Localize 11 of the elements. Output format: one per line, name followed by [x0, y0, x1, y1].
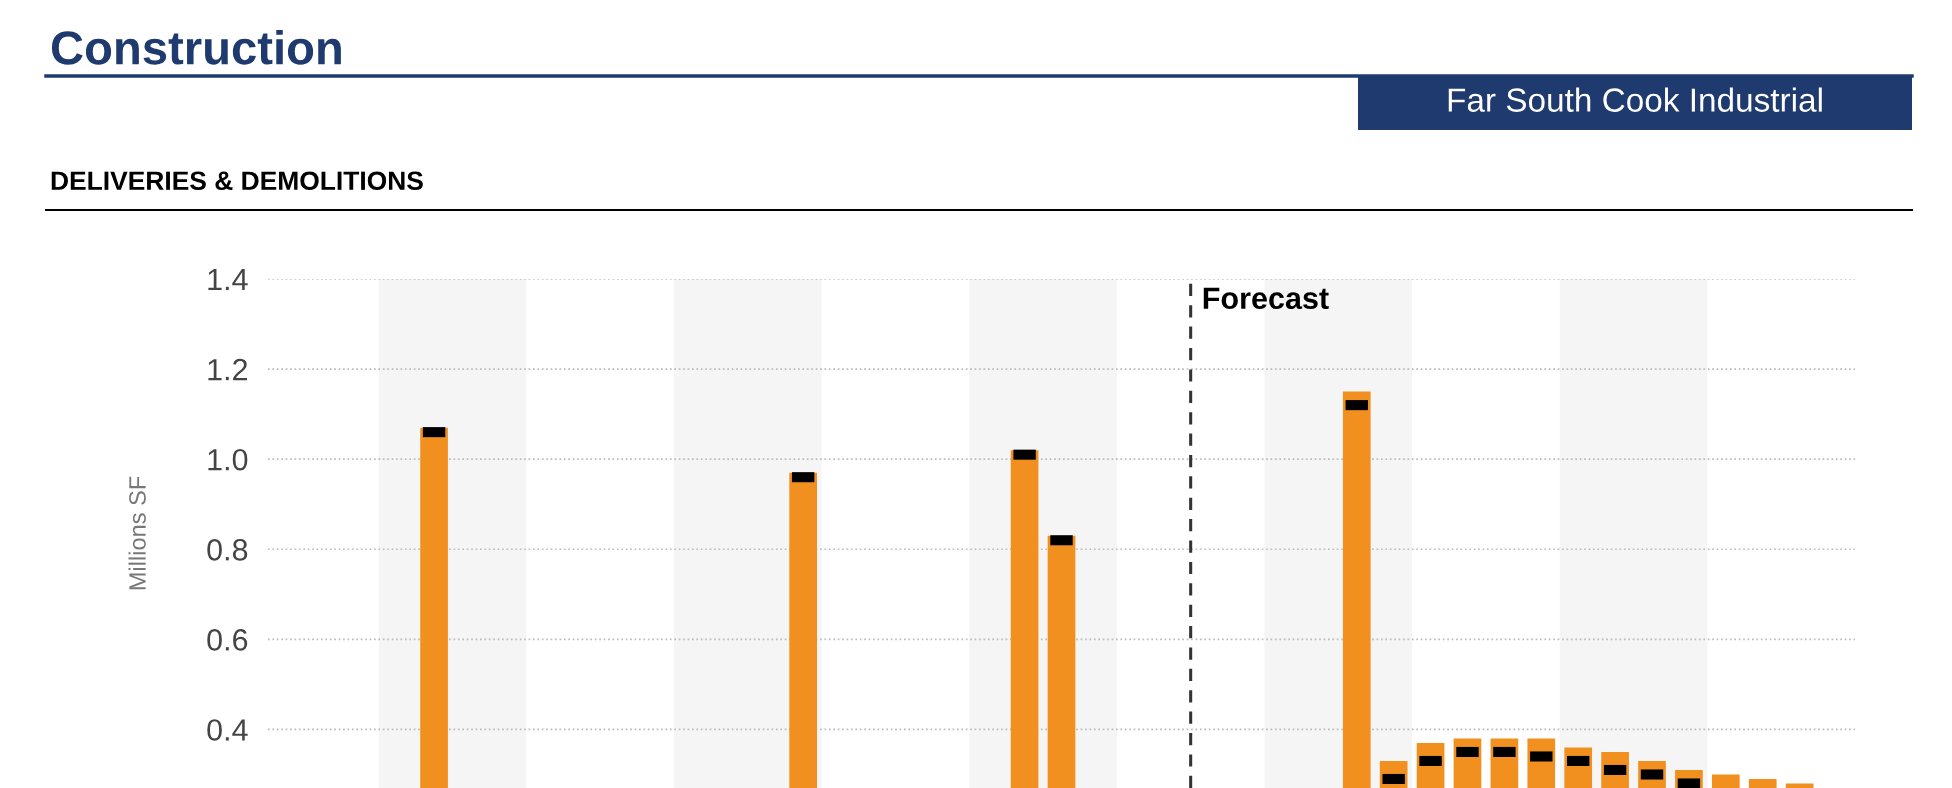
y-tick-label: 0.6 [207, 629, 248, 651]
y-axis-title: Millions SF [128, 476, 146, 590]
chart-subtitle: Far South Cook Industrial [1448, 87, 1822, 112]
annotation: Forecast [1203, 287, 1329, 310]
y-tick-label: 0.4 [207, 719, 248, 741]
y-tick-label: 1.0 [208, 448, 248, 471]
y-tick-label: 1.2 [208, 358, 248, 381]
chart-title: Construction [51, 29, 341, 65]
y-tick-label: 0.8 [207, 539, 248, 561]
text: DELIVERIES & DEMOLITIONS [51, 171, 423, 191]
y-tick-label: 1.4 [208, 269, 248, 291]
